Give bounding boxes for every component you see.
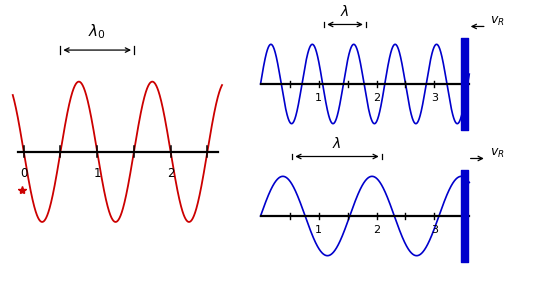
- Text: 2: 2: [167, 167, 175, 180]
- Text: $\lambda$: $\lambda$: [340, 4, 350, 19]
- Text: $\lambda$: $\lambda$: [332, 136, 341, 151]
- Text: 3: 3: [431, 93, 438, 103]
- Text: 1: 1: [315, 93, 322, 103]
- Text: $v_R$: $v_R$: [489, 15, 504, 28]
- Text: 1: 1: [315, 225, 322, 235]
- Text: 0: 0: [20, 167, 28, 180]
- Text: $\lambda_0$: $\lambda_0$: [88, 22, 106, 41]
- Text: 2: 2: [373, 93, 380, 103]
- Text: 3: 3: [431, 225, 438, 235]
- Text: $v_R$: $v_R$: [489, 147, 504, 160]
- Text: 1: 1: [93, 167, 101, 180]
- Text: 2: 2: [373, 225, 380, 235]
